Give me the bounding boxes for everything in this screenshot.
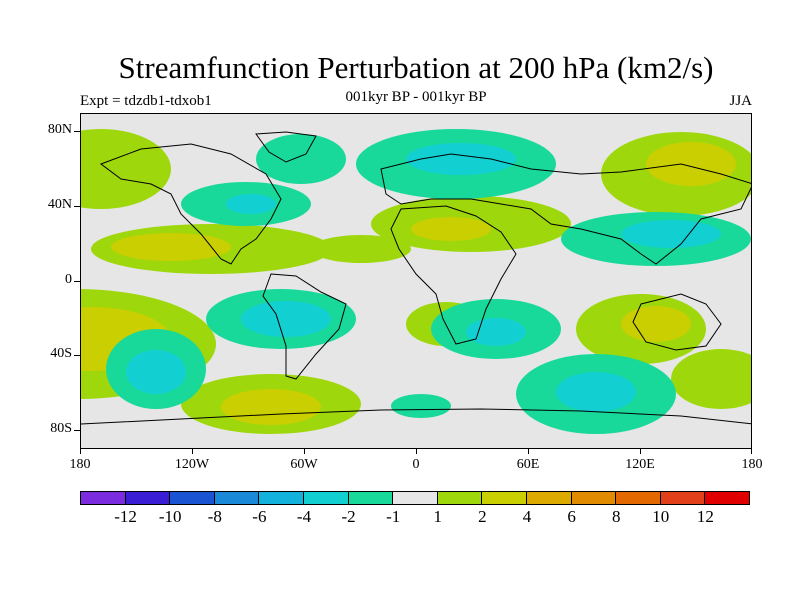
lon-tick <box>192 449 193 454</box>
positive-region <box>646 142 736 186</box>
positive-anomaly-fills <box>81 129 751 434</box>
south-america-outline <box>262 273 347 380</box>
negative-region <box>621 220 721 248</box>
colorbar-box <box>302 491 349 505</box>
colorbar-box <box>80 491 126 505</box>
lon-label: 180 <box>69 457 91 472</box>
negative-region <box>241 301 331 337</box>
lat-tick <box>74 430 80 431</box>
lat-tick <box>74 206 80 207</box>
colorbar-label: -4 <box>296 507 312 526</box>
lat-label: 0 <box>65 272 72 287</box>
negative-anomaly-fills <box>106 129 751 434</box>
lat-label: 80N <box>47 122 72 137</box>
negative-region <box>256 134 346 184</box>
colorbar-box <box>615 491 661 505</box>
north-america-outline <box>99 143 282 265</box>
colorbar-box <box>213 491 260 505</box>
colorbar-label: -6 <box>252 507 267 526</box>
lon-label: 180 <box>741 457 763 472</box>
colorbar-label: 8 <box>611 507 621 526</box>
lat-tick <box>74 355 80 356</box>
map-panel <box>80 113 752 449</box>
colorbar-box <box>436 491 483 505</box>
experiment-label: Expt = tdzdb1-tdxob1 <box>80 93 212 109</box>
lon-tick <box>416 449 417 454</box>
streamfunction-map <box>81 114 751 448</box>
plot-title: Streamfunction Perturbation at 200 hPa (… <box>118 50 714 85</box>
colorbar-label: 1 <box>433 507 443 526</box>
season-label: JJA <box>729 93 752 109</box>
colorbar-label: -8 <box>207 507 222 526</box>
colorbar-box <box>169 491 215 505</box>
lat-tick <box>74 281 80 282</box>
positive-region <box>671 349 751 409</box>
lon-label: 120E <box>625 457 655 472</box>
lon-tick <box>304 449 305 454</box>
colorbar-box <box>659 491 706 505</box>
lon-label: 0 <box>412 457 420 472</box>
colorbar-label: -2 <box>341 507 356 526</box>
eurasia-outline <box>380 153 751 265</box>
colorbar-label: -10 <box>158 507 182 526</box>
colorbar-label: 12 <box>696 507 714 526</box>
lon-tick <box>80 449 81 454</box>
lat-label: 80S <box>50 421 72 436</box>
lon-label: 60E <box>516 457 540 472</box>
positive-region <box>81 129 171 209</box>
negative-region <box>226 194 276 214</box>
colorbar-box <box>704 491 750 505</box>
colorbar-label: 6 <box>567 507 576 526</box>
colorbar-label: 10 <box>652 507 670 526</box>
colorbar-label: -1 <box>386 507 401 526</box>
lon-tick <box>751 449 752 454</box>
colorbar-box <box>525 491 572 505</box>
greenland-outline <box>255 131 317 163</box>
lat-label: 40N <box>47 197 72 212</box>
positive-region <box>111 233 231 261</box>
africa-outline <box>390 205 517 345</box>
colorbar-box <box>392 491 438 505</box>
negative-region <box>391 394 451 418</box>
lat-tick <box>74 131 80 132</box>
colorbar <box>80 491 750 505</box>
positive-region <box>311 235 411 263</box>
period-label: 001kyr BP - 001kyr BP <box>345 89 487 105</box>
negative-region <box>556 372 636 412</box>
colorbar-label: 4 <box>522 507 532 526</box>
negative-region <box>466 318 526 346</box>
negative-region <box>126 350 186 394</box>
colorbar-label: 2 <box>478 507 487 526</box>
colorbar-label: -12 <box>114 507 137 526</box>
colorbar-box <box>258 491 304 505</box>
lat-label: 40S <box>50 346 72 361</box>
coastlines <box>81 131 751 425</box>
lon-tick <box>640 449 641 454</box>
colorbar-box <box>481 491 527 505</box>
positive-region <box>621 306 691 342</box>
colorbar-box <box>570 491 617 505</box>
antarctica-outline <box>81 408 751 425</box>
lon-tick <box>528 449 529 454</box>
lon-label: 120W <box>174 457 210 472</box>
positive-region <box>411 217 491 241</box>
lon-label: 60W <box>290 457 318 472</box>
colorbar-box <box>124 491 171 505</box>
colorbar-box <box>347 491 394 505</box>
negative-region <box>406 143 516 175</box>
australia-outline <box>632 293 722 351</box>
positive-region <box>221 389 321 425</box>
